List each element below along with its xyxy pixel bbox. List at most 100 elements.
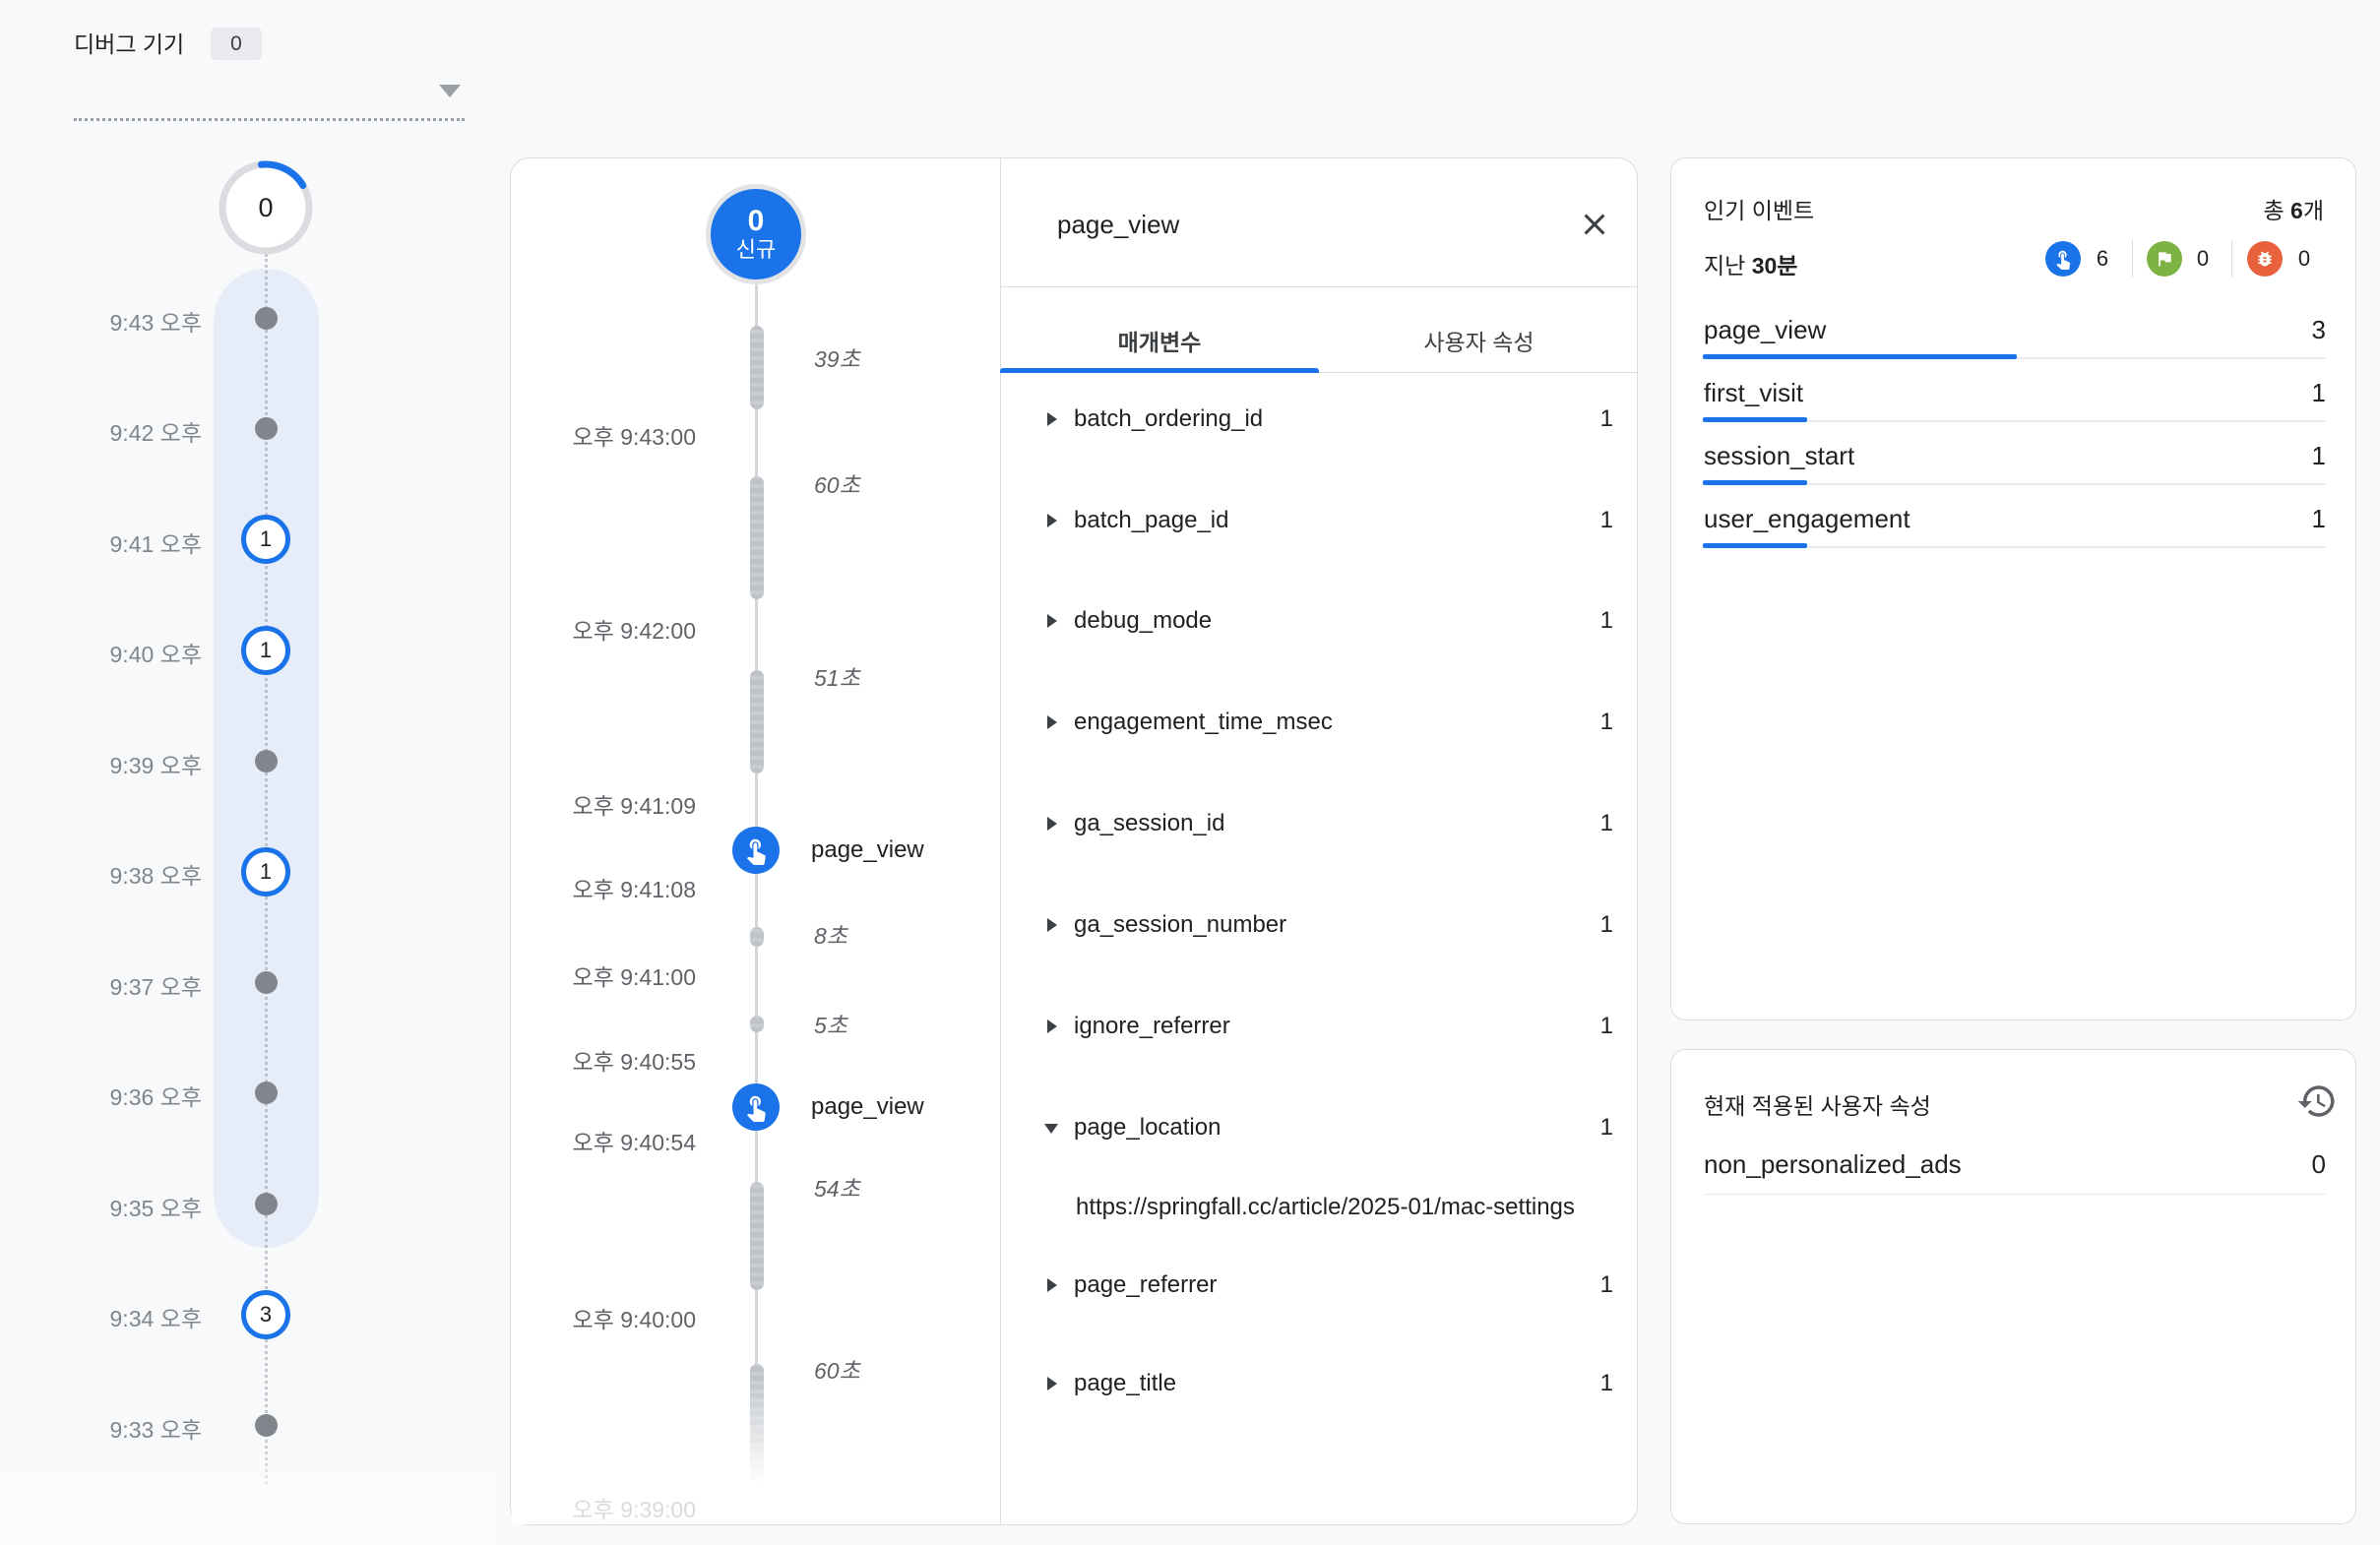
minute-event-count[interactable]: 3 bbox=[241, 1290, 290, 1339]
event-name[interactable]: page_view bbox=[811, 1093, 924, 1120]
bug-error-icon bbox=[2247, 241, 2283, 277]
timestamp-label: 오후 9:40:55 bbox=[572, 1049, 696, 1075]
flag-conversion-icon bbox=[2147, 241, 2182, 277]
param-row[interactable]: ga_session_id 1 bbox=[1000, 809, 1639, 848]
close-icon[interactable] bbox=[1577, 207, 1612, 242]
expand-right-icon bbox=[1047, 1377, 1057, 1390]
top-event-name[interactable]: session_start bbox=[1704, 441, 1855, 470]
param-row[interactable]: debug_mode 1 bbox=[1000, 606, 1639, 646]
param-name: engagement_time_msec bbox=[1074, 709, 1333, 735]
param-row[interactable]: batch_page_id 1 bbox=[1000, 506, 1639, 545]
param-name: batch_page_id bbox=[1074, 507, 1229, 533]
minute-dot[interactable] bbox=[255, 1193, 278, 1215]
event-marker[interactable] bbox=[732, 827, 780, 874]
minute-label: 9:38 오후 bbox=[109, 863, 202, 889]
expand-right-icon bbox=[1047, 817, 1057, 831]
minute-dot[interactable] bbox=[255, 971, 278, 994]
top-event-bar bbox=[1703, 543, 2326, 548]
minute-event-count[interactable]: 1 bbox=[241, 847, 290, 896]
event-name[interactable]: page_view bbox=[811, 836, 924, 863]
param-value: 1 bbox=[1599, 1370, 1613, 1396]
user-property-name: non_personalized_ads bbox=[1704, 1149, 1962, 1179]
expand-right-icon bbox=[1047, 514, 1057, 527]
minute-label: 9:37 오후 bbox=[109, 974, 202, 1000]
minute-dot[interactable] bbox=[255, 417, 278, 440]
user-properties-card: 현재 적용된 사용자 속성 non_personalized_ads 0 bbox=[1670, 1049, 2356, 1524]
minute-dot[interactable] bbox=[255, 1082, 278, 1104]
timestamp-label: 오후 9:41:00 bbox=[572, 964, 696, 990]
minute-event-count[interactable]: 1 bbox=[241, 515, 290, 564]
user-property-divider bbox=[1704, 1194, 2326, 1195]
param-name: page_location bbox=[1074, 1114, 1221, 1141]
tab-bar-divider bbox=[1000, 372, 1639, 373]
param-name: page_referrer bbox=[1074, 1271, 1218, 1298]
minute-dot[interactable] bbox=[255, 307, 278, 330]
engagement-segment bbox=[750, 670, 764, 773]
top-event-count: 1 bbox=[2311, 441, 2326, 470]
new-user-count: 0 bbox=[747, 205, 765, 237]
session-stream-card: 0 신규 39초 60초 51초 8초 5초 54초 60초 오후 9:43:0… bbox=[510, 157, 1639, 1525]
param-value: 1 bbox=[1599, 810, 1613, 836]
param-row[interactable]: batch_ordering_id 1 bbox=[1000, 404, 1639, 444]
minute-label: 9:34 오후 bbox=[109, 1306, 202, 1331]
minute-dot[interactable] bbox=[255, 1414, 278, 1437]
top-event-count: 3 bbox=[2311, 315, 2326, 344]
tab-user-properties[interactable]: 사용자 속성 bbox=[1423, 330, 1534, 355]
param-value: 1 bbox=[1599, 1271, 1613, 1298]
minute-label: 9:36 오후 bbox=[109, 1084, 202, 1110]
param-row[interactable]: ignore_referrer 1 bbox=[1000, 1012, 1639, 1051]
top-event-name[interactable]: user_engagement bbox=[1704, 504, 1910, 533]
param-value: 1 bbox=[1599, 607, 1613, 634]
minute-label: 9:42 오후 bbox=[109, 420, 202, 446]
timestamp-label: 오후 9:40:00 bbox=[572, 1307, 696, 1332]
minute-timeline-fade bbox=[0, 1439, 497, 1545]
param-row-expanded[interactable]: page_location 1 bbox=[1000, 1113, 1639, 1152]
minutes-remaining-count: 0 bbox=[258, 192, 274, 222]
device-select-field[interactable] bbox=[74, 100, 465, 121]
minute-event-count[interactable]: 1 bbox=[241, 626, 290, 675]
counter-separator bbox=[2132, 240, 2133, 278]
minute-timeline: 0 9:43 오후 9:42 오후 9:41 오후 9:40 오후 9:39 오… bbox=[0, 0, 497, 1545]
top-events-total: 총 6개 bbox=[2263, 192, 2324, 225]
touch-event-icon bbox=[746, 838, 766, 865]
history-icon[interactable] bbox=[2296, 1081, 2338, 1122]
tab-parameters[interactable]: 매개변수 bbox=[1117, 330, 1202, 355]
window-value: 30분 bbox=[1751, 253, 1798, 278]
top-event-count: 1 bbox=[2311, 504, 2326, 533]
param-row[interactable]: engagement_time_msec 1 bbox=[1000, 708, 1639, 747]
total-prefix: 총 bbox=[2263, 198, 2291, 223]
active-tab-underline bbox=[1000, 368, 1319, 373]
param-value: 1 bbox=[1599, 911, 1613, 938]
timestamp-label: 오후 9:43:00 bbox=[572, 424, 696, 450]
minute-label: 9:33 오후 bbox=[109, 1417, 202, 1443]
timestamp-label: 오후 9:41:08 bbox=[572, 877, 696, 902]
expand-right-icon bbox=[1047, 1020, 1057, 1033]
param-name: ignore_referrer bbox=[1074, 1013, 1230, 1039]
engagement-segment bbox=[750, 1016, 764, 1032]
new-user-label: 신규 bbox=[735, 237, 777, 262]
expand-down-icon bbox=[1044, 1124, 1058, 1134]
top-event-name[interactable]: first_visit bbox=[1704, 378, 1804, 407]
detail-panel-divider bbox=[1000, 158, 1001, 1524]
touch-event-count: 6 bbox=[2096, 246, 2109, 271]
param-row[interactable]: page_referrer 1 bbox=[1000, 1270, 1639, 1310]
debug-device-count-badge: 0 bbox=[211, 28, 262, 60]
param-row[interactable]: page_title 1 bbox=[1000, 1369, 1639, 1408]
timestamp-label: 오후 9:40:54 bbox=[572, 1130, 696, 1155]
total-suffix: 개 bbox=[2302, 198, 2324, 223]
event-marker[interactable] bbox=[732, 1083, 780, 1131]
touch-event-icon bbox=[2045, 241, 2081, 277]
debug-device-title: 디버그 기기 bbox=[74, 31, 185, 57]
param-value: 1 bbox=[1599, 1013, 1613, 1039]
top-event-count: 1 bbox=[2311, 378, 2326, 407]
engagement-segment bbox=[750, 326, 764, 409]
expand-right-icon bbox=[1047, 1278, 1057, 1292]
expand-right-icon bbox=[1047, 715, 1057, 729]
expand-right-icon bbox=[1047, 614, 1057, 628]
top-event-name[interactable]: page_view bbox=[1704, 315, 1827, 344]
param-row[interactable]: ga_session_number 1 bbox=[1000, 910, 1639, 950]
device-dropdown-caret-icon[interactable] bbox=[439, 85, 461, 97]
minute-dot[interactable] bbox=[255, 750, 278, 772]
duration-label: 51초 bbox=[814, 665, 860, 691]
